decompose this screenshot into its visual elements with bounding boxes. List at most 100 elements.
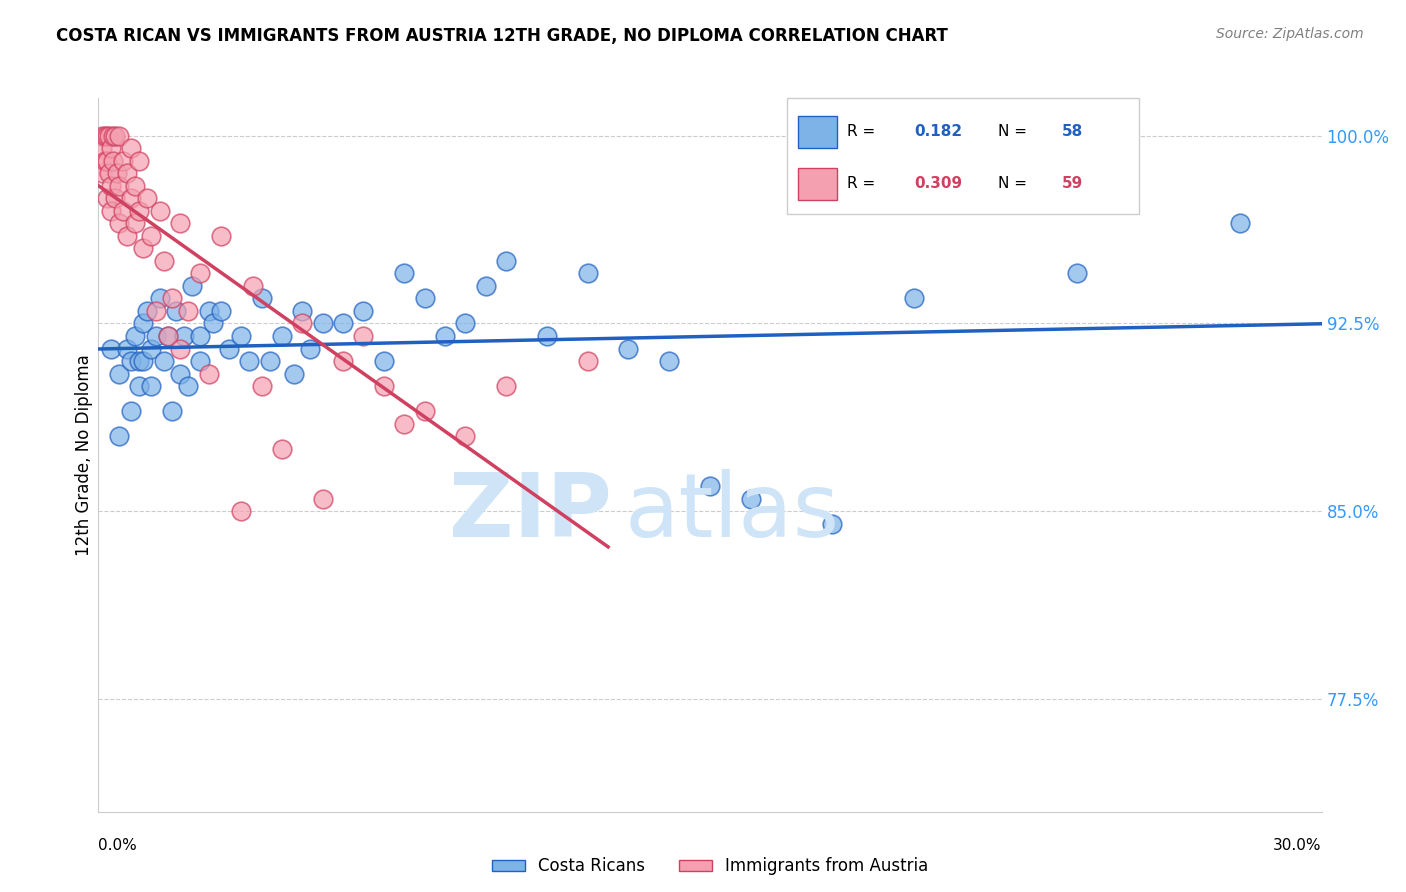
Point: [100, 203, 122, 218]
Point: [474, 279, 498, 293]
Point: [91, 166, 114, 180]
Point: [156, 329, 179, 343]
Point: [658, 354, 681, 368]
Point: [291, 304, 314, 318]
Point: [132, 317, 155, 331]
Point: [169, 342, 191, 356]
Point: [821, 516, 844, 531]
Point: [128, 354, 150, 368]
Point: [141, 228, 163, 243]
Point: [152, 253, 174, 268]
Point: [124, 329, 146, 343]
Point: [132, 354, 155, 368]
Point: [169, 367, 191, 381]
Text: 30.0%: 30.0%: [1274, 838, 1322, 854]
Point: [495, 253, 517, 268]
Point: [903, 292, 925, 306]
FancyBboxPatch shape: [787, 98, 1139, 214]
Point: [231, 329, 253, 343]
Point: [105, 166, 128, 180]
Point: [454, 317, 477, 331]
Point: [173, 329, 195, 343]
Text: ZIP: ZIP: [450, 468, 612, 556]
Text: atlas: atlas: [624, 468, 839, 556]
Point: [181, 279, 204, 293]
Text: Source: ZipAtlas.com: Source: ZipAtlas.com: [1216, 27, 1364, 41]
Point: [115, 166, 138, 180]
Point: [128, 379, 150, 393]
Point: [312, 491, 335, 506]
Point: [120, 141, 142, 155]
Point: [231, 504, 253, 518]
Point: [100, 342, 122, 356]
Point: [392, 417, 416, 431]
Point: [120, 354, 142, 368]
Text: N =: N =: [998, 124, 1028, 139]
Point: [197, 367, 219, 381]
Point: [108, 367, 131, 381]
Point: [101, 128, 124, 143]
Point: [132, 241, 155, 255]
Text: COSTA RICAN VS IMMIGRANTS FROM AUSTRIA 12TH GRADE, NO DIPLOMA CORRELATION CHART: COSTA RICAN VS IMMIGRANTS FROM AUSTRIA 1…: [56, 27, 948, 45]
Y-axis label: 12th Grade, No Diploma: 12th Grade, No Diploma: [75, 354, 93, 556]
Point: [160, 404, 183, 418]
Point: [332, 354, 354, 368]
Point: [141, 342, 163, 356]
Point: [188, 266, 212, 280]
Point: [93, 153, 115, 168]
Text: 0.309: 0.309: [914, 177, 962, 192]
Point: [617, 342, 640, 356]
Point: [433, 329, 456, 343]
Point: [352, 304, 374, 318]
Point: [242, 279, 264, 293]
Point: [413, 292, 436, 306]
Point: [120, 191, 142, 205]
Point: [101, 153, 124, 168]
Point: [93, 128, 115, 143]
Point: [115, 342, 138, 356]
Point: [299, 342, 322, 356]
Point: [108, 128, 131, 143]
Point: [250, 379, 273, 393]
Point: [454, 429, 477, 443]
Point: [177, 304, 200, 318]
Point: [145, 304, 167, 318]
Text: 0.0%: 0.0%: [98, 838, 138, 854]
Point: [373, 379, 395, 393]
Point: [96, 128, 118, 143]
Text: R =: R =: [848, 124, 876, 139]
Point: [188, 329, 212, 343]
Point: [124, 178, 146, 193]
Point: [740, 491, 762, 506]
Point: [177, 379, 200, 393]
Point: [156, 329, 179, 343]
Point: [373, 354, 395, 368]
Point: [100, 141, 122, 155]
Point: [96, 191, 118, 205]
Point: [291, 317, 314, 331]
Point: [576, 354, 599, 368]
Point: [108, 429, 131, 443]
Point: [352, 329, 374, 343]
Point: [270, 442, 294, 456]
Point: [108, 178, 131, 193]
Point: [576, 266, 599, 280]
Bar: [799, 116, 837, 148]
Point: [201, 317, 224, 331]
Point: [120, 404, 142, 418]
Point: [141, 379, 163, 393]
Point: [495, 379, 517, 393]
Text: N =: N =: [998, 177, 1028, 192]
Point: [209, 304, 232, 318]
Point: [218, 342, 240, 356]
Bar: [799, 168, 837, 200]
Point: [197, 304, 219, 318]
Point: [332, 317, 354, 331]
Point: [128, 203, 150, 218]
Text: 58: 58: [1062, 124, 1083, 139]
Point: [96, 153, 118, 168]
Point: [152, 354, 174, 368]
Point: [160, 292, 183, 306]
Point: [124, 216, 146, 230]
Point: [1066, 266, 1088, 280]
